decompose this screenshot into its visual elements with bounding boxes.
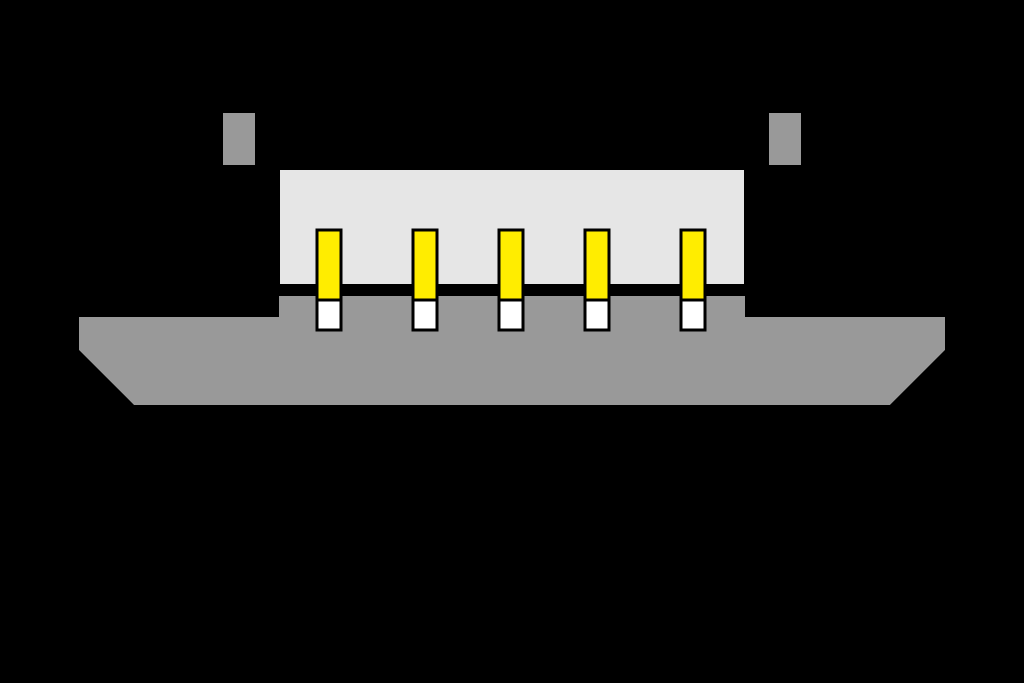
mounting-lug-left	[218, 108, 260, 170]
usb-micro-b-diagram	[0, 0, 1024, 683]
pin-2-base	[413, 300, 437, 330]
pin-4-base	[585, 300, 609, 330]
pin-2-contact	[413, 230, 437, 300]
pin-5-contact	[681, 230, 705, 300]
pin-5-base	[681, 300, 705, 330]
pin-1-contact	[317, 230, 341, 300]
pin-4-contact	[585, 230, 609, 300]
pin-3-base	[499, 300, 523, 330]
mounting-lug-right	[764, 108, 806, 170]
pin-1-base	[317, 300, 341, 330]
pin-3-contact	[499, 230, 523, 300]
